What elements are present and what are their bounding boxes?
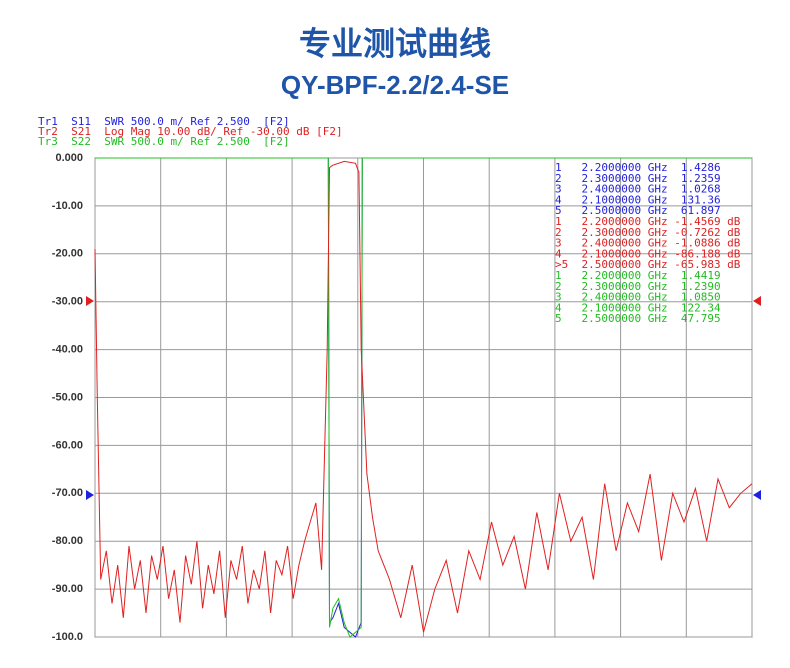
y-tick-label: -80.00 (52, 535, 83, 547)
marker-readout: 4 2.1000000 GHz 131.36 (555, 193, 721, 206)
trace-header: Tr3 S22 SWR 500.0 m/ Ref 2.500 [F2] (38, 135, 290, 148)
marker-readout: 3 2.4000000 GHz -1.0886 dB (555, 237, 741, 250)
y-tick-label: -40.00 (52, 344, 83, 356)
ref-marker (753, 296, 761, 306)
marker-readout: 5 2.5000000 GHz 61.897 (555, 204, 721, 217)
y-tick-label: -30.00 (52, 296, 83, 308)
marker-readout: 3 2.4000000 GHz 1.0850 (555, 291, 721, 304)
y-tick-label: 0.000 (55, 152, 83, 164)
y-tick-label: -90.00 (52, 583, 83, 595)
marker-readout: 5 2.5000000 GHz 47.795 (555, 312, 721, 325)
marker-readout: 1 2.2000000 GHz 1.4286 (555, 161, 721, 174)
ref-marker (753, 490, 761, 500)
marker-readout: 2 2.3000000 GHz 1.2390 (555, 280, 721, 293)
y-tick-label: -100.0 (52, 631, 83, 643)
trace-line (94, 160, 753, 633)
y-tick-label: -20.00 (52, 248, 83, 260)
y-tick-label: -60.00 (52, 439, 83, 451)
marker-readout: 3 2.4000000 GHz 1.0268 (555, 183, 721, 196)
trace-line (95, 157, 752, 638)
marker-readout: >5 2.5000000 GHz -65.983 dB (555, 258, 741, 271)
marker-readout: 1 2.2000000 GHz -1.4569 dB (555, 215, 741, 228)
y-tick-label: -10.00 (52, 200, 83, 212)
marker-readout: 1 2.2000000 GHz 1.4419 (555, 269, 721, 282)
y-tick-label: -70.00 (52, 487, 83, 499)
marker-readout: 2 2.3000000 GHz 1.2359 (555, 172, 721, 185)
trace-header: Tr1 S11 SWR 500.0 m/ Ref 2.500 [F2] (38, 115, 290, 128)
marker-readout: 4 2.1000000 GHz -86.188 dB (555, 247, 741, 260)
y-tick-label: -50.00 (52, 391, 83, 403)
subtitle: QY-BPF-2.2/2.4-SE (281, 70, 509, 100)
marker-readout: 4 2.1000000 GHz 122.34 (555, 301, 721, 314)
trace-header: Tr2 S21 Log Mag 10.00 dB/ Ref -30.00 dB … (38, 125, 343, 138)
marker-readout: 2 2.3000000 GHz -0.7262 dB (555, 226, 741, 239)
ref-marker (86, 490, 94, 500)
ref-marker (86, 296, 94, 306)
title: 专业测试曲线 (299, 25, 491, 61)
